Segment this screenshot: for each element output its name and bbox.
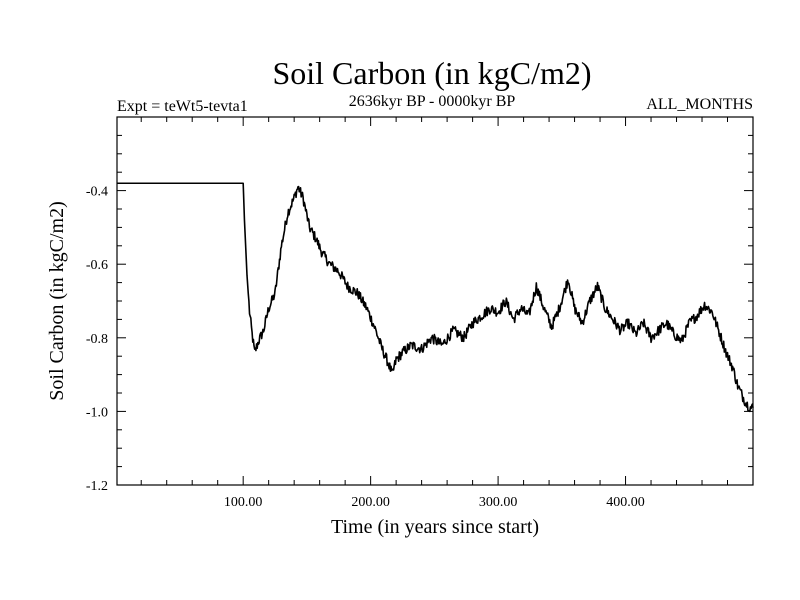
- x-axis: 100.00 200.00 300.00 400.00: [140, 117, 729, 510]
- x-tick-label: 200.00: [351, 495, 390, 510]
- x-tick-label: 100.00: [224, 495, 263, 510]
- y-tick-label: -0.8: [86, 332, 108, 347]
- plot-frame: [116, 116, 754, 486]
- y-tick-label: -1.0: [86, 405, 108, 420]
- y-axis: -0.4 -0.6 -0.8 -1.0 -1.2: [86, 134, 753, 494]
- y-tick-label: -0.6: [86, 258, 108, 273]
- experiment-label: Expt = teWt5-tevta1: [117, 98, 248, 115]
- series-layer: [116, 182, 754, 413]
- x-tick-label: 300.00: [479, 495, 518, 510]
- y-tick-label: -0.4: [86, 185, 108, 200]
- chart-title: Soil Carbon (in kgC/m2): [272, 55, 591, 91]
- x-tick-label: 400.00: [606, 495, 645, 510]
- y-tick-label: -1.2: [86, 479, 108, 494]
- series-line: [116, 182, 754, 413]
- months-label: ALL_MONTHS: [646, 96, 753, 113]
- y-axis-label: Soil Carbon (in kgC/m2): [46, 201, 68, 400]
- time-range-label: 2636kyr BP - 0000kyr BP: [349, 93, 516, 110]
- x-axis-label: Time (in years since start): [331, 516, 539, 538]
